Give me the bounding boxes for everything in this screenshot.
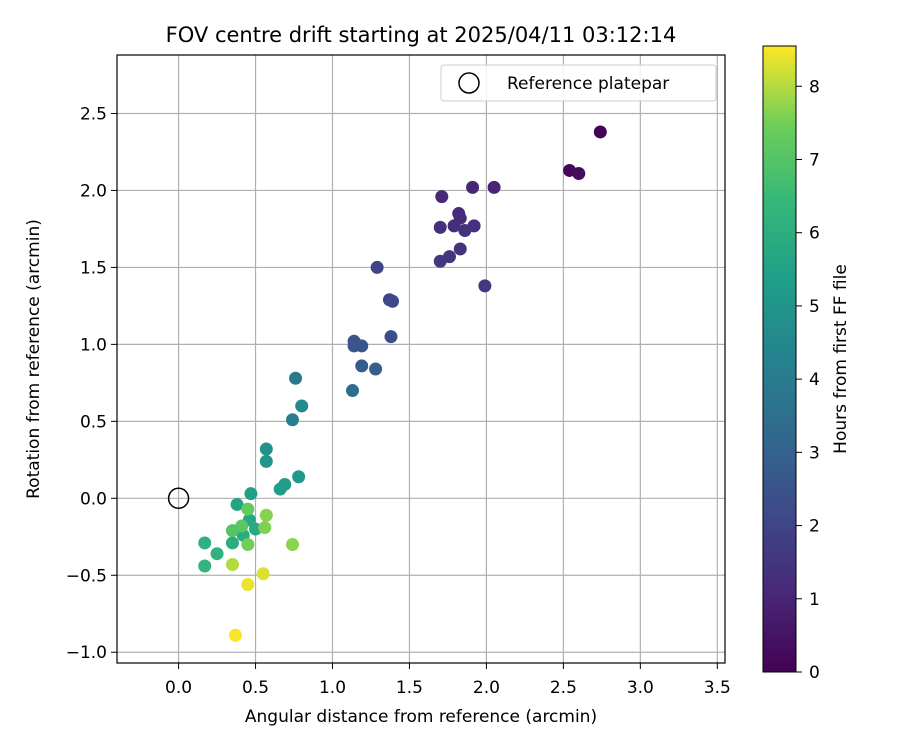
x-tick-label: 1.5	[396, 678, 423, 698]
data-point	[384, 330, 398, 344]
data-point	[433, 254, 447, 268]
colorbar-tick-label: 0	[809, 663, 820, 683]
colorbar-tick-label: 8	[809, 77, 820, 97]
data-point	[229, 628, 243, 642]
data-point	[289, 371, 303, 385]
y-axis-label: Rotation from reference (arcmin)	[24, 219, 44, 499]
data-point	[593, 125, 607, 139]
data-point	[241, 537, 255, 551]
y-tick-label: 0.5	[80, 412, 107, 432]
x-tick-label: 1.0	[319, 678, 346, 698]
colorbar-tick-label: 6	[809, 224, 820, 244]
grid	[117, 55, 725, 663]
data-point	[259, 442, 273, 456]
data-point	[230, 497, 244, 511]
legend-box	[440, 64, 717, 102]
data-point	[259, 454, 273, 468]
chart-title: FOV centre drift starting at 2025/04/11 …	[166, 23, 677, 47]
x-tick-label: 3.5	[704, 678, 731, 698]
colorbar: 0 1 2 3 4 5 6 7 8 Hours from first FF file	[762, 45, 851, 683]
data-point	[235, 519, 249, 533]
x-tick-label: 2.5	[550, 678, 577, 698]
x-tick-label: 0.5	[242, 678, 269, 698]
x-tick-label: 3.0	[627, 678, 654, 698]
y-tick-label: −0.5	[66, 566, 107, 586]
data-point	[370, 260, 384, 274]
data-point	[447, 219, 461, 233]
data-point	[198, 559, 212, 573]
x-tick-label: 2.0	[473, 678, 500, 698]
data-point	[241, 502, 255, 516]
data-point	[225, 536, 239, 550]
data-point	[285, 413, 299, 427]
data-point	[386, 294, 400, 308]
data-point	[273, 482, 287, 496]
legend-entry-label: Reference platepar	[507, 74, 669, 94]
colorbar-tick-label: 1	[809, 590, 820, 610]
y-tick-label: 0.0	[80, 489, 107, 509]
y-axis-ticks: −1.0 −0.5 0.0 0.5 1.0 1.5 2.0 2.5	[66, 104, 117, 663]
data-point	[259, 508, 273, 522]
data-point	[292, 470, 306, 484]
data-point	[241, 577, 255, 591]
x-axis-label: Angular distance from reference (arcmin)	[245, 707, 597, 727]
y-tick-label: 1.0	[80, 335, 107, 355]
data-point	[355, 339, 369, 353]
data-point	[572, 167, 586, 181]
data-points	[198, 125, 607, 642]
y-tick-label: −1.0	[66, 643, 107, 663]
data-point	[295, 399, 309, 413]
y-tick-label: 2.0	[80, 181, 107, 201]
data-point	[225, 557, 239, 571]
data-point	[466, 180, 480, 194]
data-point	[435, 190, 449, 204]
data-point	[458, 223, 472, 237]
reference-marker-layer	[167, 487, 190, 510]
data-point	[285, 537, 299, 551]
data-point	[453, 242, 467, 256]
data-point	[355, 359, 369, 373]
data-point	[198, 536, 212, 550]
plot-frame	[116, 54, 726, 664]
colorbar-tick-label: 5	[809, 297, 820, 317]
data-point	[346, 384, 360, 398]
colorbar-tick-label: 7	[809, 150, 820, 170]
y-tick-label: 2.5	[80, 104, 107, 124]
colorbar-tick-label: 2	[809, 517, 820, 537]
data-point	[258, 521, 272, 535]
y-tick-label: 1.5	[80, 258, 107, 278]
data-point	[369, 362, 383, 376]
colorbar-tick-label: 3	[809, 443, 820, 463]
colorbar-gradient	[762, 45, 797, 673]
legend: Reference platepar	[440, 64, 717, 102]
data-point	[433, 220, 447, 234]
reference-platepar-marker	[167, 487, 190, 510]
data-point	[256, 567, 270, 581]
data-point	[244, 487, 258, 501]
data-point	[487, 180, 501, 194]
colorbar-ticks: 0 1 2 3 4 5 6 7 8	[796, 77, 820, 683]
colorbar-label: Hours from first FF file	[831, 264, 851, 454]
legend-marker-hollow-circle	[458, 72, 480, 94]
x-tick-label: 0.0	[165, 678, 192, 698]
data-point	[478, 279, 492, 293]
colorbar-tick-label: 4	[809, 370, 820, 390]
data-point	[210, 547, 224, 561]
x-axis-ticks: 0.0 0.5 1.0 1.5 2.0 2.5 3.0 3.5	[165, 663, 731, 698]
